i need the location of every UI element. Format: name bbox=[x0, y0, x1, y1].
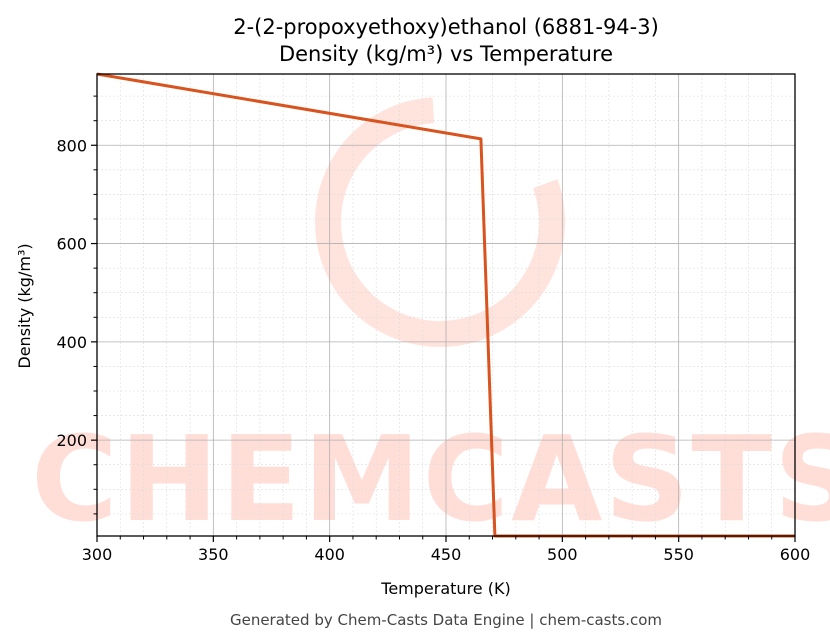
x-tick-label: 300 bbox=[82, 545, 113, 564]
watermark-text: CHEMCASTS bbox=[31, 410, 830, 548]
x-axis-ticks: 300 350 400 450 500 550 600 bbox=[82, 536, 811, 564]
footer-credit: Generated by Chem-Casts Data Engine | ch… bbox=[230, 611, 662, 629]
x-tick-label: 600 bbox=[780, 545, 811, 564]
x-tick-label: 500 bbox=[547, 545, 578, 564]
y-tick-label: 200 bbox=[56, 431, 87, 450]
chart-title: 2-(2-propoxyethoxy)ethanol (6881-94-3) bbox=[233, 15, 659, 39]
y-tick-label: 600 bbox=[56, 235, 87, 254]
x-tick-label: 550 bbox=[663, 545, 694, 564]
x-axis-label: Temperature (K) bbox=[380, 579, 510, 598]
y-tick-label: 800 bbox=[56, 136, 87, 155]
x-tick-label: 450 bbox=[431, 545, 462, 564]
y-axis-label: Density (kg/m³) bbox=[15, 243, 34, 368]
y-tick-label: 400 bbox=[56, 333, 87, 352]
watermark: CHEMCASTS bbox=[31, 97, 830, 548]
chart-subtitle: Density (kg/m³) vs Temperature bbox=[279, 42, 613, 66]
watermark-ring bbox=[315, 97, 565, 347]
y-axis-ticks: 200 400 600 800 bbox=[56, 95, 97, 515]
x-tick-label: 350 bbox=[198, 545, 229, 564]
x-tick-label: 400 bbox=[314, 545, 345, 564]
